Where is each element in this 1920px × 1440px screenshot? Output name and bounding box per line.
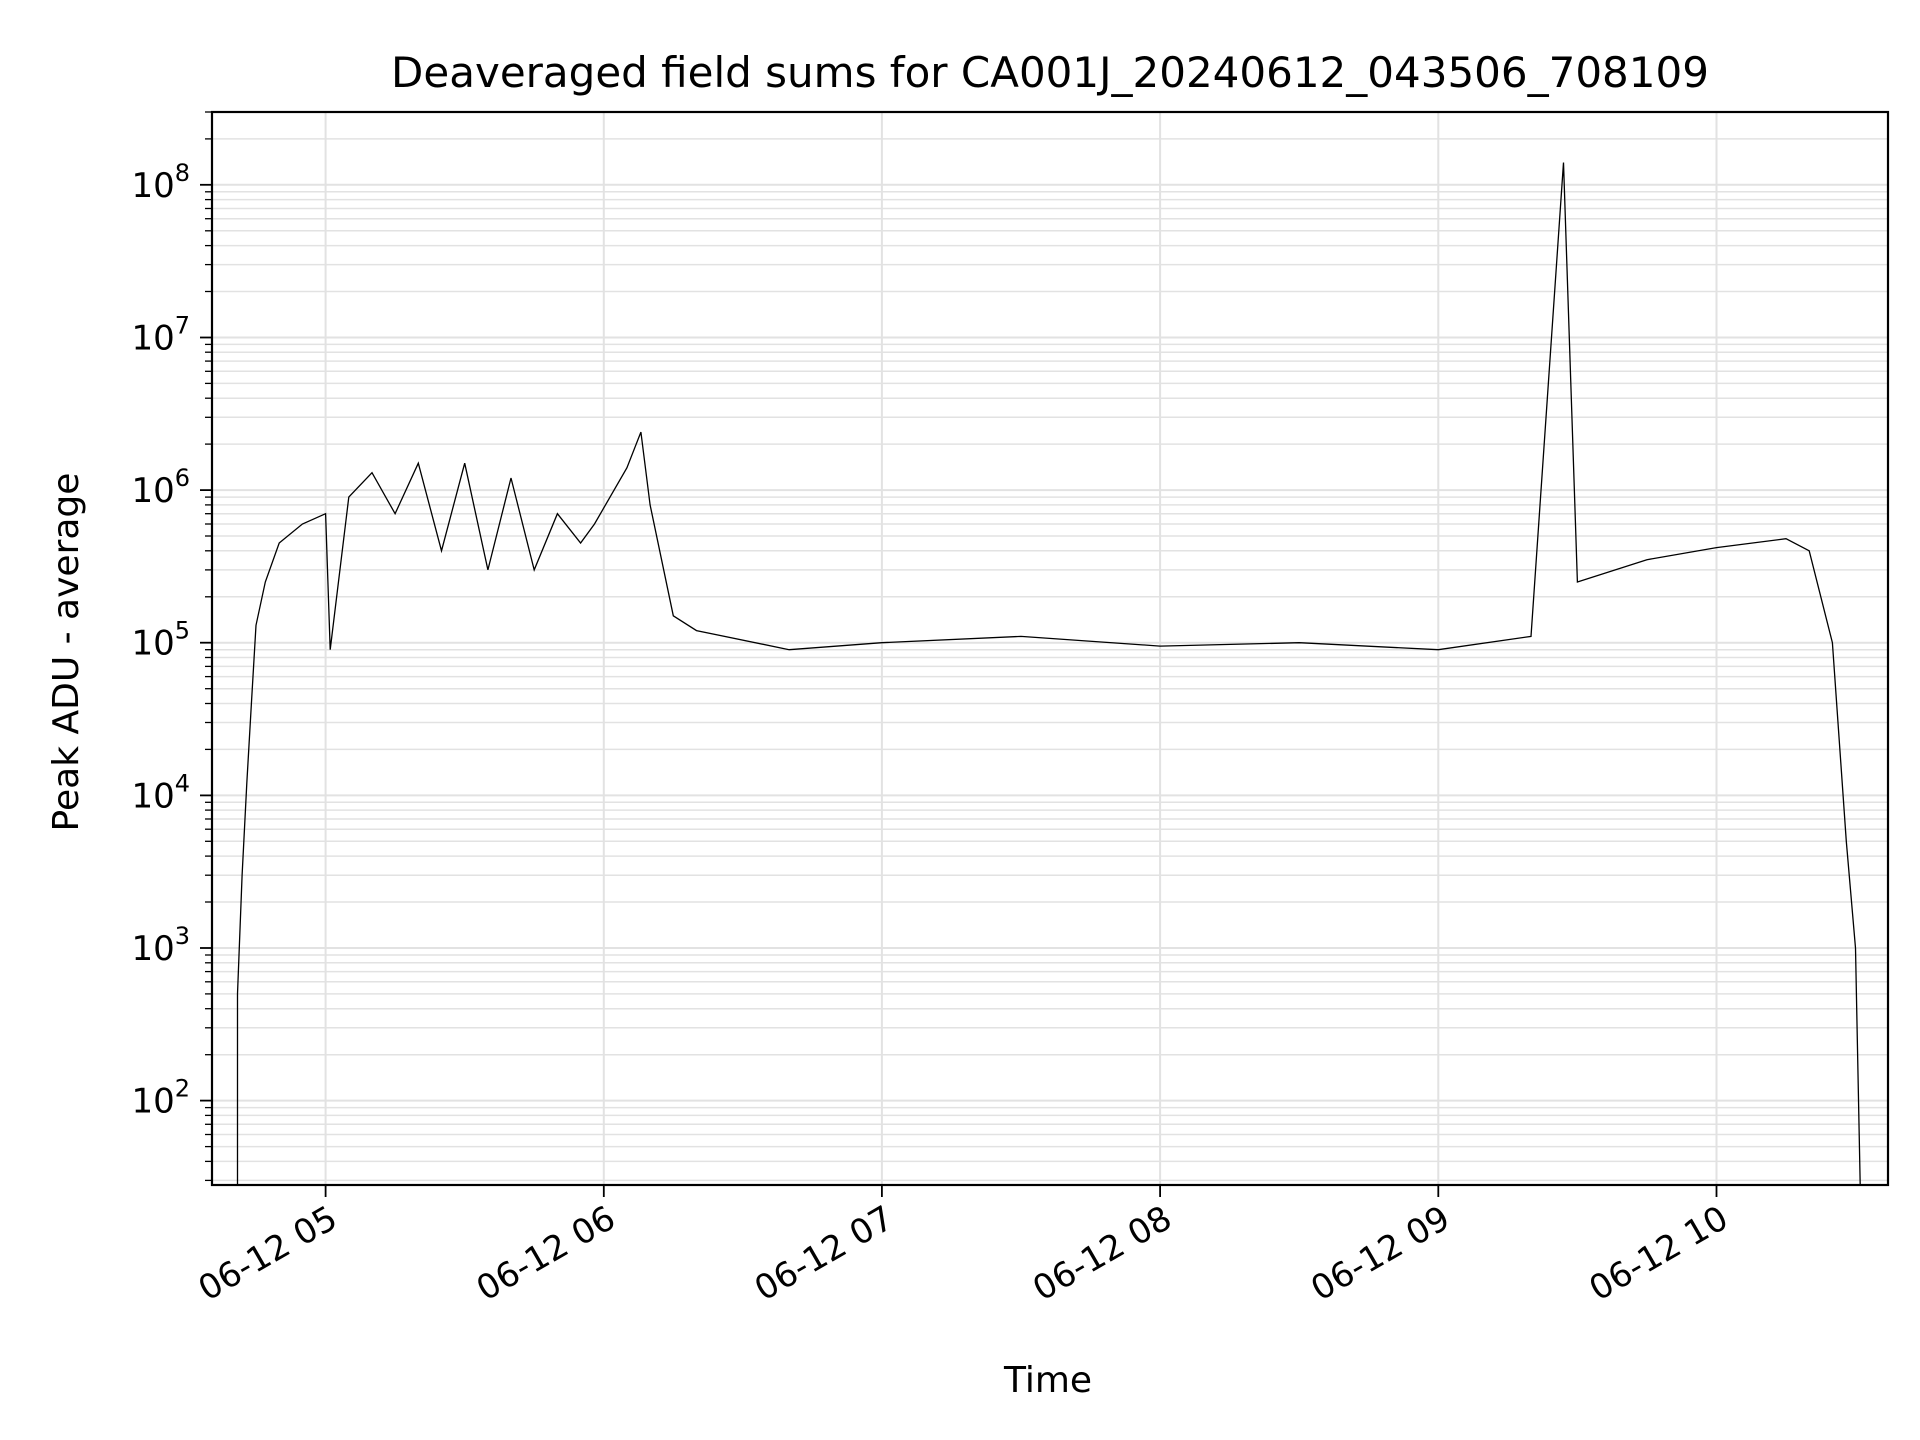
chart-title: Deaveraged field sums for CA001J_2024061… — [391, 48, 1709, 97]
y-axis: 102 103 104 105 106 107 108 — [131, 111, 212, 1182]
y-tick-label: 108 — [131, 159, 190, 206]
x-axis-label: Time — [1003, 1360, 1092, 1401]
grid — [212, 111, 1888, 1185]
y-tick-label: 102 — [131, 1075, 190, 1122]
plot-area — [236, 162, 1861, 1186]
y-tick-label: 107 — [131, 312, 190, 359]
series-line — [236, 162, 1861, 1186]
plot-frame — [210, 110, 1890, 1187]
y-tick-label: 104 — [131, 769, 190, 816]
y-axis-label: Peak ADU - average — [46, 473, 87, 832]
y-tick-label: 106 — [131, 464, 190, 511]
y-tick-label: 103 — [131, 922, 190, 969]
y-tick-label: 105 — [131, 617, 190, 664]
